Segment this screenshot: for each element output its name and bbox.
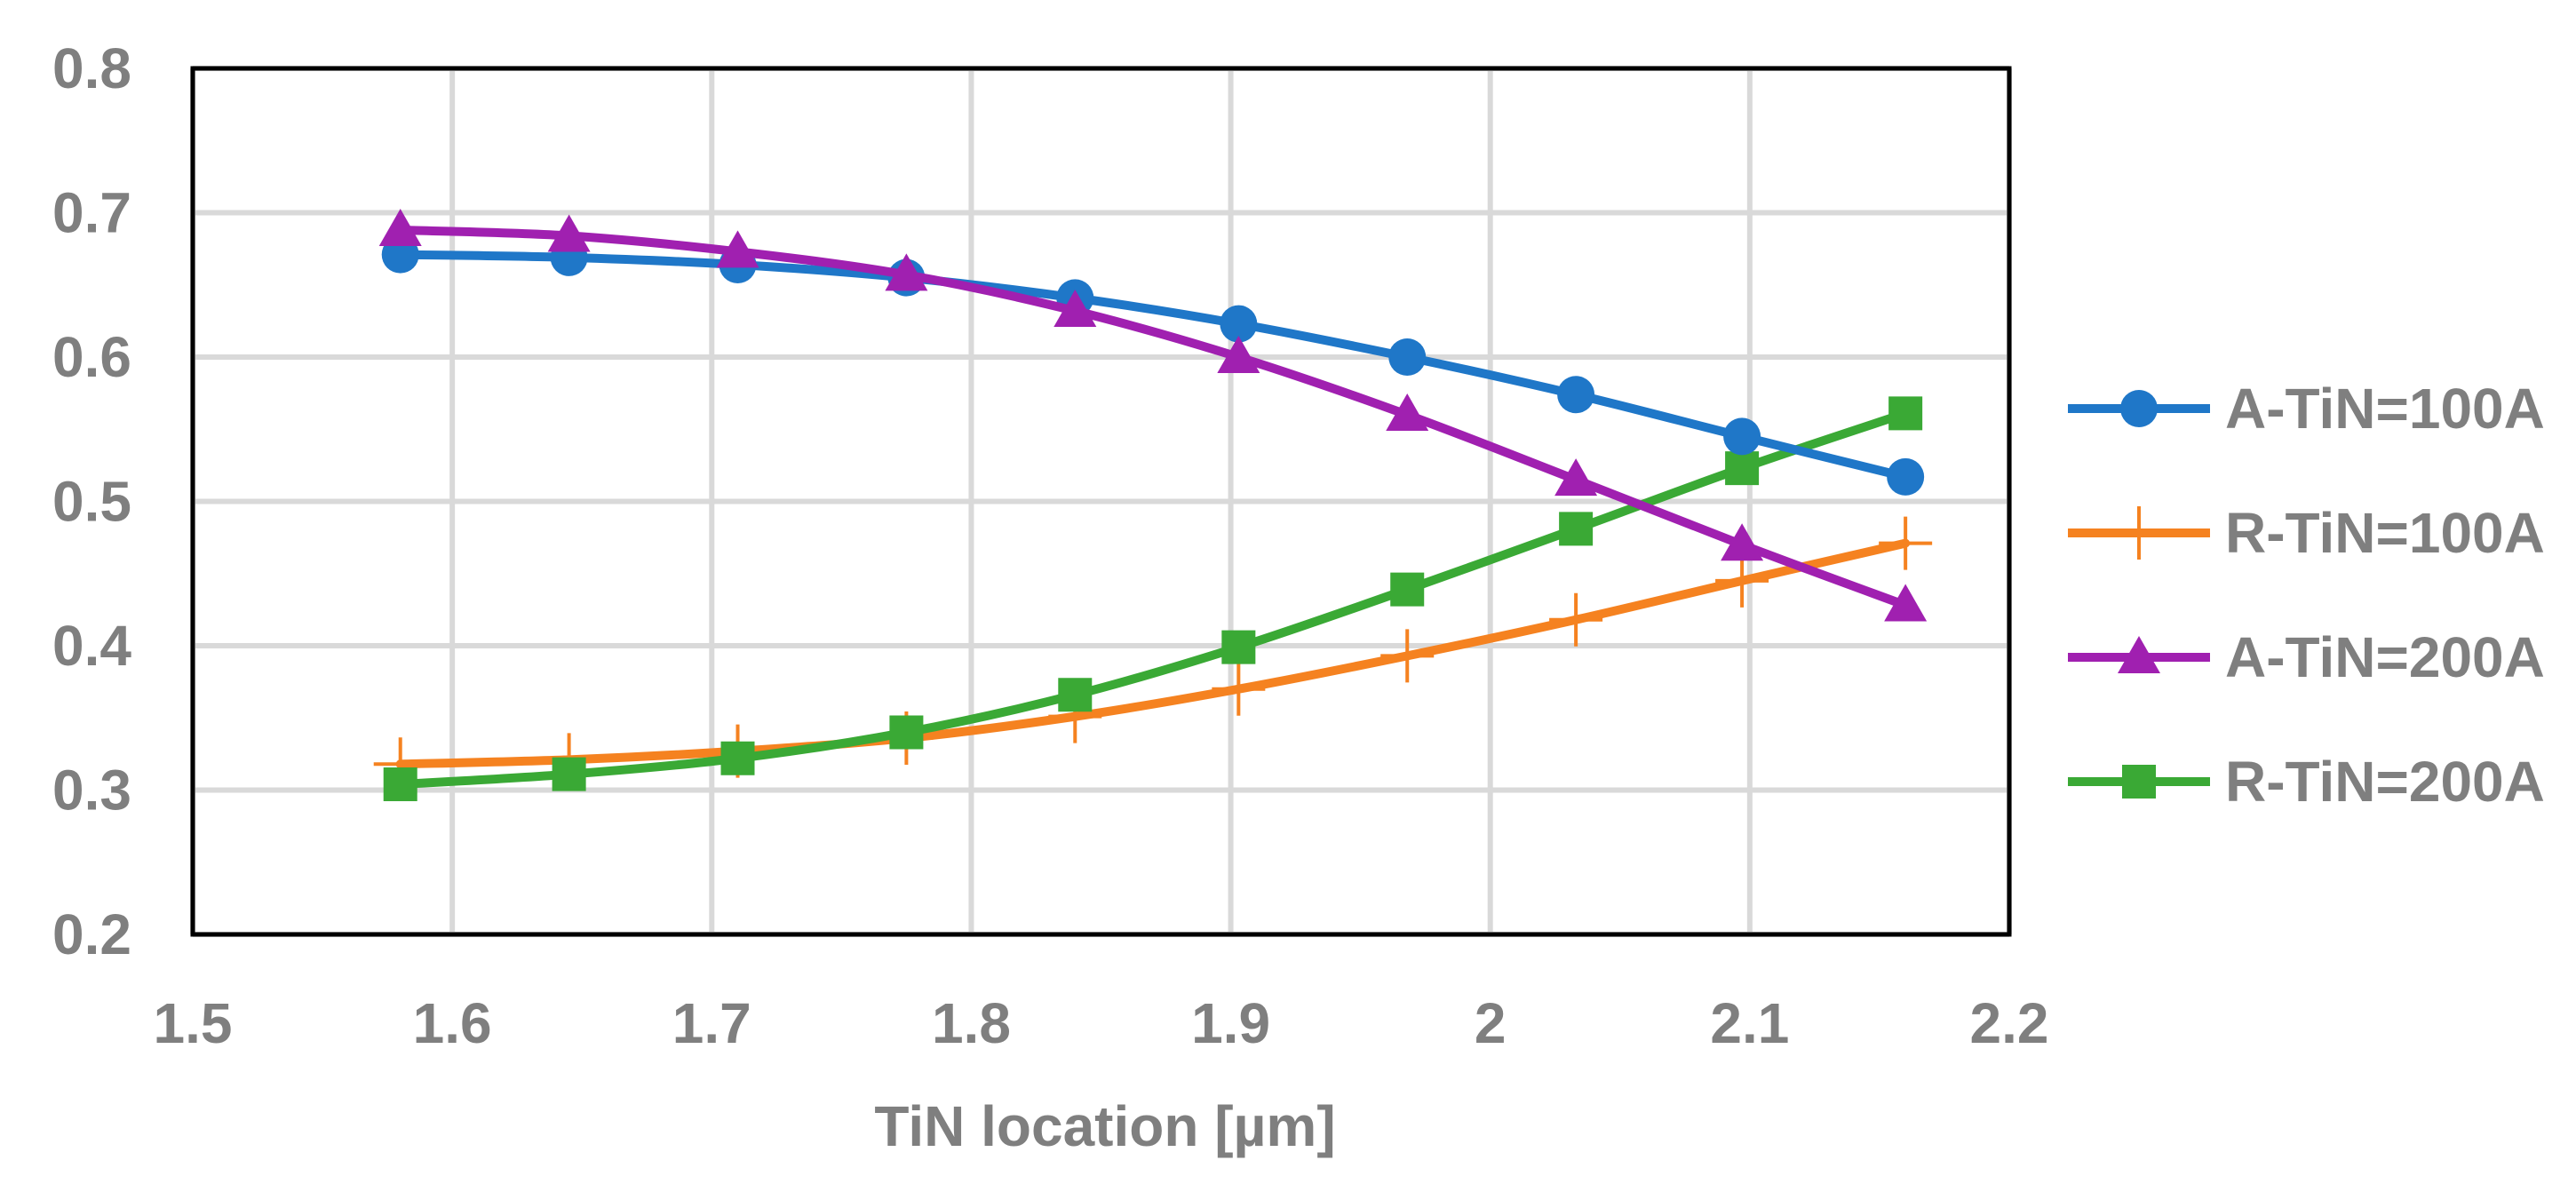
data-point-triangle bbox=[1721, 523, 1764, 561]
data-point-square bbox=[1221, 630, 1256, 664]
y-tick-label: 0.5 bbox=[52, 470, 131, 534]
legend-marker-square bbox=[2122, 765, 2156, 799]
x-tick-label: 2.1 bbox=[1710, 991, 1789, 1055]
y-tick-label: 0.6 bbox=[52, 325, 131, 389]
data-point-square bbox=[1559, 512, 1594, 546]
data-point-triangle bbox=[1053, 290, 1097, 327]
data-point-circle bbox=[1887, 457, 1925, 496]
data-point-plus bbox=[1380, 629, 1435, 683]
data-point-circle bbox=[1388, 338, 1427, 376]
x-tick-label: 1.7 bbox=[672, 991, 751, 1055]
x-tick-label: 1.9 bbox=[1191, 991, 1270, 1055]
data-point-triangle bbox=[1386, 393, 1429, 431]
y-tick-label: 0.3 bbox=[52, 759, 131, 822]
legend-item: A-TiN=200A bbox=[2068, 625, 2545, 689]
data-point-square bbox=[1888, 396, 1923, 431]
legend-marker-triangle bbox=[2118, 636, 2160, 673]
data-point-square bbox=[720, 741, 755, 775]
data-point-triangle bbox=[378, 209, 422, 246]
series-line bbox=[395, 538, 1911, 769]
data-point-circle bbox=[1557, 376, 1595, 414]
data-point-square bbox=[1725, 451, 1760, 486]
data-point-triangle bbox=[885, 253, 928, 291]
data-point-plus bbox=[1212, 662, 1266, 716]
data-point-square bbox=[383, 767, 417, 801]
series-line bbox=[395, 409, 1911, 789]
x-axis-title: TiN location [µm] bbox=[874, 1094, 1335, 1158]
data-point-square bbox=[552, 757, 586, 791]
data-point-plus bbox=[1549, 592, 1603, 647]
y-axis-ticks: 0.2 0.3 0.4 0.5 0.6 0.7 0.8 bbox=[52, 36, 131, 966]
y-tick-label: 0.8 bbox=[52, 36, 131, 100]
x-tick-label: 1.8 bbox=[932, 991, 1011, 1055]
data-point-plus bbox=[1715, 553, 1769, 608]
data-point-triangle bbox=[1217, 336, 1260, 373]
x-axis-ticks: 1.5 1.6 1.7 1.8 1.9 2 2.1 2.2 bbox=[154, 991, 2049, 1055]
x-tick-label: 2 bbox=[1475, 991, 1507, 1055]
x-tick-label: 1.6 bbox=[413, 991, 492, 1055]
series-line bbox=[395, 250, 1911, 481]
legend-label: R-TiN=200A bbox=[2225, 750, 2545, 814]
plot-frame bbox=[190, 66, 2012, 937]
grid-lines bbox=[190, 66, 2012, 937]
legend-marker-plus bbox=[2112, 506, 2166, 560]
y-tick-label: 0.2 bbox=[52, 902, 131, 966]
legend-label: A-TiN=100A bbox=[2225, 377, 2545, 441]
series-R-TiN=200A bbox=[383, 396, 1923, 801]
legend-label: R-TiN=100A bbox=[2225, 501, 2545, 565]
series-line bbox=[395, 226, 1911, 610]
data-point-square bbox=[889, 715, 924, 750]
plot-area-border bbox=[190, 66, 2012, 937]
series-R-TiN=100A bbox=[373, 516, 1933, 791]
data-point-circle bbox=[1723, 417, 1761, 456]
series-A-TiN=100A bbox=[381, 235, 1925, 496]
x-tick-label: 2.2 bbox=[1970, 991, 2049, 1055]
y-tick-label: 0.7 bbox=[52, 181, 131, 245]
legend-item: R-TiN=100A bbox=[2068, 501, 2545, 565]
data-point-triangle bbox=[716, 230, 759, 268]
legend-item: A-TiN=100A bbox=[2068, 377, 2545, 441]
data-point-triangle bbox=[547, 214, 591, 252]
legend-label: A-TiN=200A bbox=[2225, 625, 2545, 689]
data-point-triangle bbox=[1884, 584, 1928, 622]
data-point-circle bbox=[1220, 305, 1258, 343]
legend: A-TiN=100A R-TiN=100A A-TiN=200A R-TiN=200A bbox=[2068, 377, 2545, 814]
x-tick-label: 1.5 bbox=[154, 991, 233, 1055]
data-point-plus bbox=[1879, 516, 1933, 570]
data-point-square bbox=[1058, 678, 1093, 712]
y-tick-label: 0.4 bbox=[52, 614, 131, 678]
legend-item: R-TiN=200A bbox=[2068, 750, 2545, 814]
series-lines bbox=[373, 209, 1933, 801]
series-A-TiN=200A bbox=[378, 209, 1928, 622]
legend-marker-circle bbox=[2120, 390, 2158, 427]
data-point-triangle bbox=[1554, 458, 1598, 497]
data-point-square bbox=[1390, 572, 1425, 607]
